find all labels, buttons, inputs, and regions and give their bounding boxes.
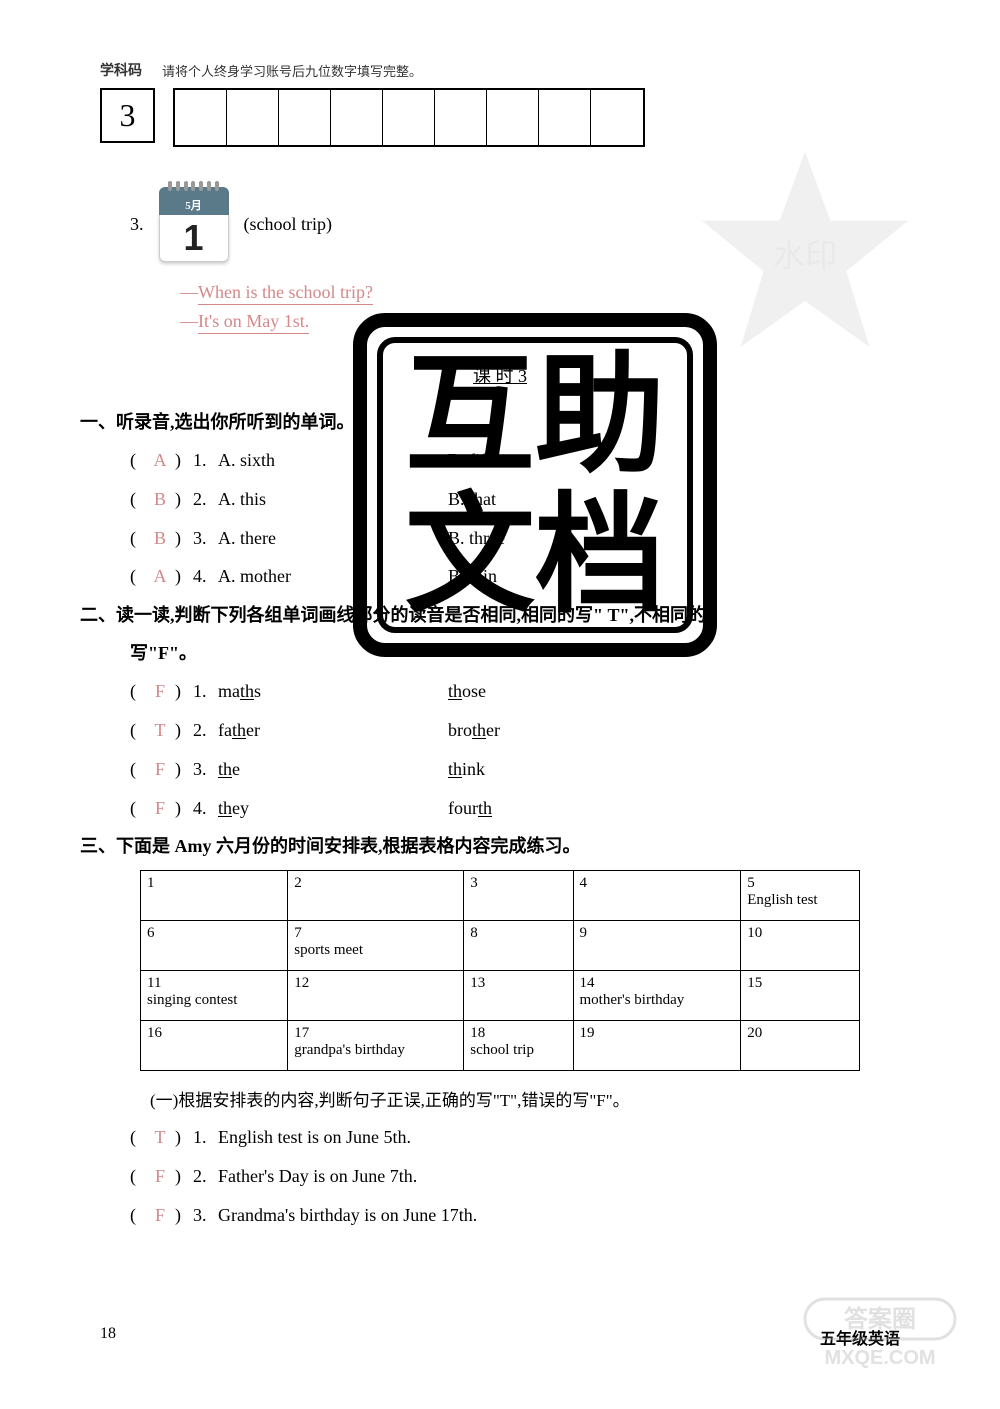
dialogue-answer: —It's on May 1st.: [180, 311, 900, 332]
section1-title: 一、听录音,选出你所听到的单词。: [80, 408, 900, 434]
section2-title-line2: 写"F"。: [130, 639, 900, 665]
schedule-cell: 14mother's birthday: [573, 971, 741, 1021]
schedule-cell: 9: [573, 921, 741, 971]
schedule-cell: 18school trip: [464, 1021, 573, 1071]
schedule-cell: 4: [573, 871, 741, 921]
code-empty-boxes: [173, 88, 645, 147]
calendar-month: 5月: [185, 197, 202, 215]
code-boxes: 3: [100, 88, 900, 147]
code-box: [487, 90, 539, 145]
schedule-cell: 16: [141, 1021, 288, 1071]
section2-title-line1: 二、读一读,判断下列各组单词画线部分的读音是否相同,相同的写" T",不相同的: [80, 601, 900, 627]
code-box: [539, 90, 591, 145]
code-box: [279, 90, 331, 145]
section3-title: 三、下面是 Amy 六月份的时间安排表,根据表格内容完成练习。: [80, 832, 900, 858]
lesson-title: 课 时 3: [100, 362, 900, 388]
section2-list: (F)1.mathsthose (T)2.fatherbrother (F)3.th…: [130, 677, 900, 822]
subject-code-desc: 请将个人终身学习账号后九位数字填写完整。: [162, 61, 422, 80]
page-number: 18: [100, 1325, 116, 1349]
calendar-day: 1: [183, 217, 203, 259]
schedule-table: 12345English test 67sports meet8910 11sing…: [140, 870, 860, 1071]
code-box: [331, 90, 383, 145]
code-box: [175, 90, 227, 145]
schedule-cell: 15: [741, 971, 860, 1021]
question-3: 3. 5月 1 (school trip) —When is the schoo…: [130, 187, 900, 332]
schedule-cell: 6: [141, 921, 288, 971]
footer-text: 五年级英语: [820, 1325, 900, 1349]
code-box: [591, 90, 643, 145]
q3-prompt: (school trip): [244, 214, 332, 235]
exercise-row: (B)2.A. thisB. that: [130, 485, 900, 514]
exercise-row: (F)3.Grandma's birthday is on June 17th.: [130, 1201, 900, 1230]
calendar-icon: 5月 1: [159, 187, 229, 262]
exercise-row: (B)3.A. thereB. three: [130, 524, 900, 553]
exercise-row: (F)3.thethink: [130, 755, 900, 784]
code-box: [383, 90, 435, 145]
exercise-row: (T)1.English test is on June 5th.: [130, 1123, 900, 1152]
schedule-cell: 20: [741, 1021, 860, 1071]
schedule-cell: 13: [464, 971, 573, 1021]
exercise-row: (F)2.Father's Day is on June 7th.: [130, 1162, 900, 1191]
exercise-row: (T)2.fatherbrother: [130, 716, 900, 745]
exercise-row: (F)4.theyfourth: [130, 794, 900, 823]
exercise-row: (A)1.A. sixthB. fifth: [130, 446, 900, 475]
schedule-cell: 8: [464, 921, 573, 971]
section1-list: (A)1.A. sixthB. fifth (B)2.A. thisB. that…: [130, 446, 900, 591]
code-box: [227, 90, 279, 145]
schedule-cell: 12: [288, 971, 464, 1021]
page-footer: 18 五年级英语: [100, 1325, 900, 1349]
schedule-cell: 5English test: [741, 871, 860, 921]
code-box: [435, 90, 487, 145]
schedule-cell: 10: [741, 921, 860, 971]
schedule-cell: 3: [464, 871, 573, 921]
schedule-cell: 11singing contest: [141, 971, 288, 1021]
q3-row: 3. 5月 1 (school trip): [130, 187, 900, 262]
section3-sub1-title: (一)根据安排表的内容,判断句子正误,正确的写"T",错误的写"F"。: [150, 1086, 900, 1111]
q3-dialogue: —When is the school trip? —It's on May 1…: [180, 282, 900, 332]
schedule-cell: 2: [288, 871, 464, 921]
section3-list: (T)1.English test is on June 5th. (F)2.Fa…: [130, 1123, 900, 1229]
q3-number: 3.: [130, 214, 144, 235]
exercise-row: (F)1.mathsthose: [130, 677, 900, 706]
watermark-bottom-text2: MXQE.COM: [824, 1347, 935, 1369]
dialogue-question: —When is the school trip?: [180, 282, 900, 303]
code-first-digit: 3: [100, 88, 155, 143]
schedule-cell: 7sports meet: [288, 921, 464, 971]
schedule-cell: 1: [141, 871, 288, 921]
schedule-cell: 17grandpa's birthday: [288, 1021, 464, 1071]
subject-code-label: 学科码: [100, 60, 142, 80]
schedule-cell: 19: [573, 1021, 741, 1071]
exercise-row: (A)4.A. motherB. thin: [130, 562, 900, 591]
header-row: 学科码 请将个人终身学习账号后九位数字填写完整。: [100, 60, 900, 80]
